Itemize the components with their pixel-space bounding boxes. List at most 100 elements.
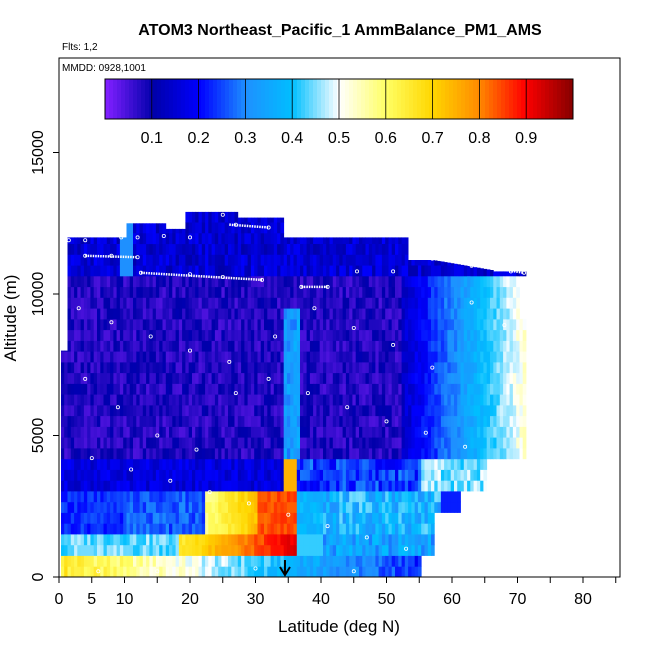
heatmap-cell xyxy=(509,351,514,363)
heatmap-cell xyxy=(326,448,330,460)
heatmap-cell xyxy=(339,340,343,352)
heatmap-cell xyxy=(231,404,235,417)
heatmap-cell xyxy=(306,383,311,395)
x-tick-label: 40 xyxy=(312,591,330,608)
heatmap-cell xyxy=(205,340,209,352)
heatmap-cell xyxy=(97,318,101,331)
heatmap-cell xyxy=(404,265,409,277)
heatmap-cell xyxy=(398,383,402,395)
heatmap-cell xyxy=(516,297,520,309)
heatmap-cell xyxy=(100,318,104,331)
heatmap-cell xyxy=(372,297,376,309)
heatmap-cell xyxy=(336,297,340,309)
heatmap-cell xyxy=(483,351,488,363)
heatmap-cell xyxy=(87,544,91,556)
heatmap-cell xyxy=(87,555,91,567)
heatmap-cell xyxy=(283,437,288,449)
heatmap-cell xyxy=(139,232,144,245)
heatmap-cell xyxy=(129,523,134,535)
heatmap-cell xyxy=(496,329,501,341)
heatmap-cell xyxy=(100,297,104,309)
heatmap-cell xyxy=(375,555,380,567)
heatmap-cell xyxy=(247,534,252,546)
heatmap-cell xyxy=(391,491,396,503)
heatmap-cell xyxy=(300,383,304,395)
colorbar-tick-label: 0.4 xyxy=(281,130,303,147)
heatmap-cell xyxy=(355,286,360,298)
heatmap-cell xyxy=(336,501,340,513)
heatmap-cell xyxy=(290,286,294,298)
heatmap-cell xyxy=(306,340,311,352)
heatmap-cell xyxy=(224,458,229,470)
heatmap-cell xyxy=(208,318,212,331)
heatmap-cell xyxy=(254,318,258,331)
heatmap-cell xyxy=(182,501,186,513)
heatmap-cell xyxy=(113,523,118,535)
heatmap-cell xyxy=(296,469,301,481)
heatmap-cell xyxy=(260,394,265,406)
heatmap-cell xyxy=(352,351,357,363)
heatmap-cell xyxy=(329,426,334,438)
heatmap-cell xyxy=(257,404,262,417)
heatmap-cell xyxy=(476,437,481,449)
heatmap-cell xyxy=(336,415,340,427)
heatmap-cell xyxy=(401,361,406,374)
heatmap-cell xyxy=(247,523,252,535)
heatmap-cell xyxy=(208,383,212,395)
heatmap-cell xyxy=(480,275,484,288)
heatmap-cell xyxy=(385,372,389,384)
heatmap-cell xyxy=(64,437,68,449)
heatmap-cell xyxy=(267,361,271,374)
heatmap-cell xyxy=(480,318,484,331)
heatmap-cell xyxy=(61,383,65,395)
heatmap-cell xyxy=(80,437,85,449)
heatmap-cell xyxy=(70,491,75,503)
heatmap-cell xyxy=(188,458,193,470)
heatmap-cell xyxy=(119,243,124,255)
heatmap-cell xyxy=(198,458,203,470)
heatmap-cell xyxy=(450,308,455,320)
heatmap-cell xyxy=(221,491,226,503)
heatmap-cell xyxy=(74,523,78,535)
heatmap-cell xyxy=(152,254,157,266)
heatmap-cell xyxy=(355,404,360,417)
heatmap-cell xyxy=(67,394,72,406)
heatmap-cell xyxy=(467,361,471,374)
heatmap-cell xyxy=(195,254,199,266)
heatmap-cell xyxy=(83,566,88,578)
heatmap-cell xyxy=(359,491,363,503)
heatmap-cell xyxy=(126,265,131,277)
heatmap-cell xyxy=(283,297,288,309)
heatmap-cell xyxy=(264,491,268,503)
heatmap-cell xyxy=(417,297,422,309)
heatmap-cell xyxy=(162,383,167,395)
heatmap-cell xyxy=(398,566,402,578)
heatmap-cell xyxy=(70,361,75,374)
heatmap-cell xyxy=(87,480,91,492)
x-tick-label: 30 xyxy=(247,591,265,608)
heatmap-cell xyxy=(90,351,95,363)
heatmap-cell xyxy=(319,544,324,556)
heatmap-cell xyxy=(234,534,239,546)
heatmap-cell xyxy=(97,415,101,427)
heatmap-cell xyxy=(490,448,494,460)
heatmap-cell xyxy=(165,501,170,513)
heatmap-cell xyxy=(169,275,173,288)
heatmap-cell xyxy=(339,534,343,546)
heatmap-cell xyxy=(522,318,527,331)
heatmap-cell xyxy=(319,480,324,492)
heatmap-cell xyxy=(352,448,357,460)
heatmap-cell xyxy=(300,372,304,384)
heatmap-cell xyxy=(388,308,393,320)
heatmap-cell xyxy=(218,351,222,363)
heatmap-cell xyxy=(264,512,268,524)
heatmap-cell xyxy=(70,544,75,556)
heatmap-cell xyxy=(277,222,281,234)
heatmap-cell xyxy=(296,308,301,320)
heatmap-cell xyxy=(273,469,278,481)
heatmap-cell xyxy=(454,329,458,341)
heatmap-cell xyxy=(411,394,416,406)
heatmap-cell xyxy=(473,308,478,320)
heatmap-cell xyxy=(133,308,137,320)
heatmap-cell xyxy=(300,254,304,266)
